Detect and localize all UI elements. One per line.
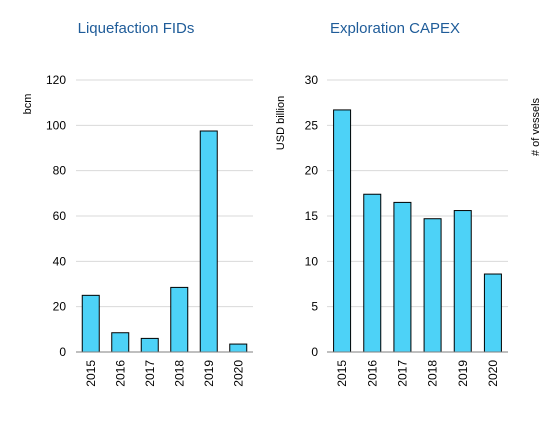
capex-y-tick-label: 20 — [305, 164, 319, 178]
liquefaction-y-tick-label: 40 — [53, 254, 67, 268]
capex-y-tick-label: 25 — [305, 118, 319, 132]
capex-x-tick-label: 2018 — [426, 360, 440, 387]
capex-bar-2020 — [483, 273, 502, 353]
capex-bar-2017 — [393, 201, 412, 353]
liquefaction-bar-2019 — [199, 130, 218, 353]
liquefaction-chart-title: Liquefaction FIDs — [78, 20, 195, 37]
liquefaction-x-tick-label: 2019 — [202, 360, 216, 387]
liquefaction-x-tick-label: 2018 — [172, 360, 186, 387]
liquefaction-fids-chart: Liquefaction FIDs bcm 0 20 40 60 80 100 120 201… — [22, 20, 253, 387]
liquefaction-x-tick-label: 2020 — [231, 360, 245, 387]
liquefaction-bar-2018 — [170, 286, 189, 353]
liquefaction-y-tick-label: 20 — [53, 300, 67, 314]
liquefaction-bar-2020 — [229, 343, 248, 353]
liquefaction-x-tick-label: 2016 — [113, 360, 127, 387]
capex-x-tick-label: 2017 — [395, 360, 409, 387]
capex-y-tick-label: 10 — [305, 254, 319, 268]
liquefaction-x-tick-label: 2017 — [143, 360, 157, 387]
liquefaction-bar-2016 — [111, 332, 130, 353]
liquefaction-bar-2017 — [140, 337, 159, 353]
capex-x-tick-label: 2020 — [486, 360, 500, 387]
liquefaction-y-tick-label: 80 — [53, 164, 67, 178]
capex-bar-2019 — [453, 210, 472, 353]
capex-secondary-y-axis-label: # of vessels — [530, 97, 542, 156]
capex-chart-title: Exploration CAPEX — [330, 20, 460, 37]
capex-y-tick-label: 30 — [305, 73, 319, 87]
exploration-capex-chart: Exploration CAPEX USD billion # of vesse… — [275, 20, 542, 387]
capex-y-tick-label: 0 — [311, 345, 318, 359]
liquefaction-y-tick-label: 60 — [53, 209, 67, 223]
capex-x-tick-label: 2019 — [456, 360, 470, 387]
capex-y-tick-label: 5 — [311, 300, 318, 314]
capex-y-tick-label: 15 — [305, 209, 319, 223]
capex-bar-2018 — [423, 218, 442, 353]
capex-bar-2015 — [333, 109, 352, 353]
liquefaction-y-axis-label: bcm — [22, 94, 34, 115]
liquefaction-x-tick-label: 2015 — [84, 360, 98, 387]
liquefaction-y-tick-label: 120 — [46, 73, 66, 87]
capex-x-tick-label: 2015 — [335, 360, 349, 387]
liquefaction-y-tick-label: 100 — [46, 118, 66, 132]
liquefaction-y-tick-label: 0 — [59, 345, 66, 359]
capex-y-axis-label: USD billion — [275, 96, 287, 150]
capex-bar-2016 — [363, 193, 382, 353]
liquefaction-bar-2015 — [81, 294, 100, 353]
capex-x-tick-label: 2016 — [365, 360, 379, 387]
